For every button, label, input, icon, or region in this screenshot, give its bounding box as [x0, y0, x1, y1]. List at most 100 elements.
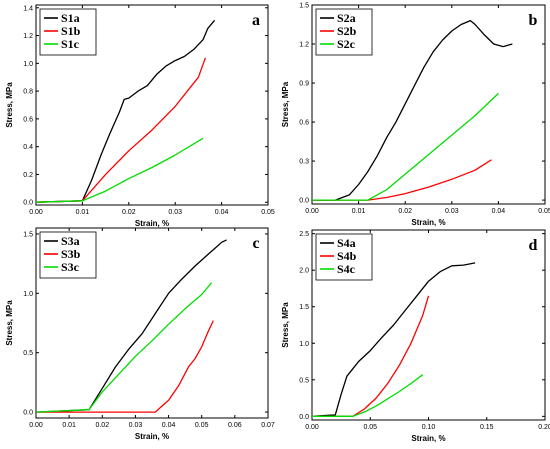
x-tick-label: 0.03 — [445, 208, 459, 215]
x-tick-label: 0.07 — [261, 422, 275, 429]
x-tick-label: 0.05 — [261, 209, 275, 216]
legend-label-s4a: S4a — [337, 236, 356, 250]
legend-box — [39, 8, 97, 56]
y-axis-label: Stress, MPa — [5, 82, 14, 128]
x-tick-label: 0.04 — [162, 422, 176, 429]
series-line-s4c — [312, 374, 424, 417]
x-tick-label: 0.04 — [215, 209, 229, 216]
y-tick-label: 0.2 — [23, 172, 33, 179]
y-tick-label: 1.0 — [23, 61, 33, 68]
x-tick-label: 0.00 — [305, 208, 319, 215]
series-line-s1b — [35, 57, 207, 203]
y-tick-label: 2.5 — [299, 231, 309, 238]
series-line-s1a — [35, 19, 216, 203]
legend-box — [315, 233, 373, 281]
panel-letter: d — [529, 237, 538, 254]
legend-label-s2c: S2c — [337, 37, 356, 51]
x-tick-label: 0.03 — [129, 422, 143, 429]
legend-label-s3b: S3b — [61, 247, 81, 261]
plot-frame — [35, 4, 269, 206]
legend-label-s2b: S2b — [337, 24, 357, 38]
y-tick-label: 0.0 — [299, 198, 309, 205]
y-tick-label: 1.2 — [299, 42, 309, 49]
panel-letter: a — [252, 12, 260, 29]
legend-label-s1c: S1c — [61, 37, 80, 51]
series-line-s3c — [35, 282, 213, 413]
x-tick-label: 0.15 — [480, 424, 494, 431]
x-tick-label: 0.01 — [76, 209, 90, 216]
y-tick-label: 0.0 — [23, 410, 33, 417]
x-tick-label: 0.01 — [62, 422, 76, 429]
panel-d: 0.00 0.05 0.10 0.15 0.20 0.0 0.5 1.0 1.5 2.0 2.5 St… — [281, 229, 550, 443]
y-axis-label: Stress, MPa — [281, 302, 290, 348]
y-tick-label: 1.5 — [23, 231, 33, 238]
series-line-s2b — [312, 159, 492, 201]
x-tick-label: 0.02 — [398, 208, 412, 215]
series-line-s3a — [35, 239, 227, 413]
legend-label-s4b: S4b — [337, 249, 357, 263]
x-tick-label: 0.04 — [492, 208, 506, 215]
x-tick-label: 0.06 — [228, 422, 242, 429]
series-line-s1c — [35, 137, 204, 203]
legend-label-s2a: S2a — [337, 11, 356, 25]
panel-c: 0.00 0.01 0.02 0.03 0.04 0.05 0.06 0.07 0.0 0.5 1.… — [5, 227, 275, 441]
y-axis-label: Stress, MPa — [5, 300, 14, 346]
legend-label-s1b: S1b — [61, 24, 81, 38]
series-line-s3b — [36, 320, 214, 413]
legend-label-s3c: S3c — [61, 260, 80, 274]
y-tick-label: 0.5 — [23, 350, 33, 357]
x-tick-label: 0.20 — [538, 424, 550, 431]
x-tick-label: 0.10 — [422, 424, 436, 431]
y-tick-label: 2.0 — [299, 268, 309, 275]
y-tick-label: 0.4 — [23, 144, 33, 151]
x-tick-label: 0.05 — [538, 208, 550, 215]
legend-label-s4c: S4c — [337, 262, 356, 276]
series-line-s4b — [312, 295, 430, 417]
legend-label-s1a: S1a — [61, 11, 80, 25]
series-line-s4a — [311, 262, 476, 417]
x-tick-label: 0.02 — [122, 209, 136, 216]
x-tick-label: 0.02 — [95, 422, 109, 429]
y-tick-label: 0.6 — [23, 116, 33, 123]
legend-box — [39, 231, 97, 279]
panel-letter: b — [529, 12, 538, 29]
x-tick-label: 0.00 — [305, 424, 319, 431]
y-tick-label: 0.9 — [299, 81, 309, 88]
x-tick-label: 0.05 — [195, 422, 209, 429]
x-tick-label: 0.00 — [29, 422, 43, 429]
panel-a: 0.00 0.01 0.02 0.03 0.04 0.05 0.0 0.2 0.4 0.6 0.8 1… — [5, 4, 275, 228]
y-tick-label: 0.8 — [23, 89, 33, 96]
panel-b: 0.00 0.01 0.02 0.03 0.04 0.05 0.0 0.3 0.6 0.9 1.2 1… — [281, 3, 550, 228]
y-tick-label: 0.0 — [23, 200, 33, 207]
y-tick-label: 1.5 — [299, 3, 309, 10]
y-tick-label: 0.0 — [299, 414, 309, 421]
x-axis-label: Strain, % — [411, 218, 445, 227]
y-tick-label: 0.6 — [299, 120, 309, 127]
x-tick-label: 0.01 — [352, 208, 366, 215]
x-tick-label: 0.05 — [363, 424, 377, 431]
panel-letter: c — [252, 235, 259, 252]
legend-box — [315, 8, 373, 56]
series-line-s2a — [312, 19, 513, 201]
x-axis-label: Strain, % — [135, 432, 169, 441]
plot-frame — [35, 227, 269, 419]
x-axis-label: Strain, % — [135, 219, 169, 228]
y-tick-label: 1.0 — [23, 291, 33, 298]
x-axis-label: Strain, % — [411, 434, 445, 443]
y-tick-label: 0.5 — [299, 377, 309, 384]
plot-frame — [311, 4, 546, 205]
y-tick-label: 1.0 — [299, 341, 309, 348]
series-line-s2c — [312, 92, 499, 201]
y-tick-label: 1.5 — [299, 304, 309, 311]
x-tick-label: 0.03 — [168, 209, 182, 216]
y-tick-label: 1.2 — [23, 33, 33, 40]
x-tick-label: 0.00 — [29, 209, 43, 216]
y-tick-label: 1.4 — [23, 5, 33, 12]
legend-label-s3a: S3a — [61, 234, 80, 248]
y-tick-label: 0.3 — [299, 159, 309, 166]
